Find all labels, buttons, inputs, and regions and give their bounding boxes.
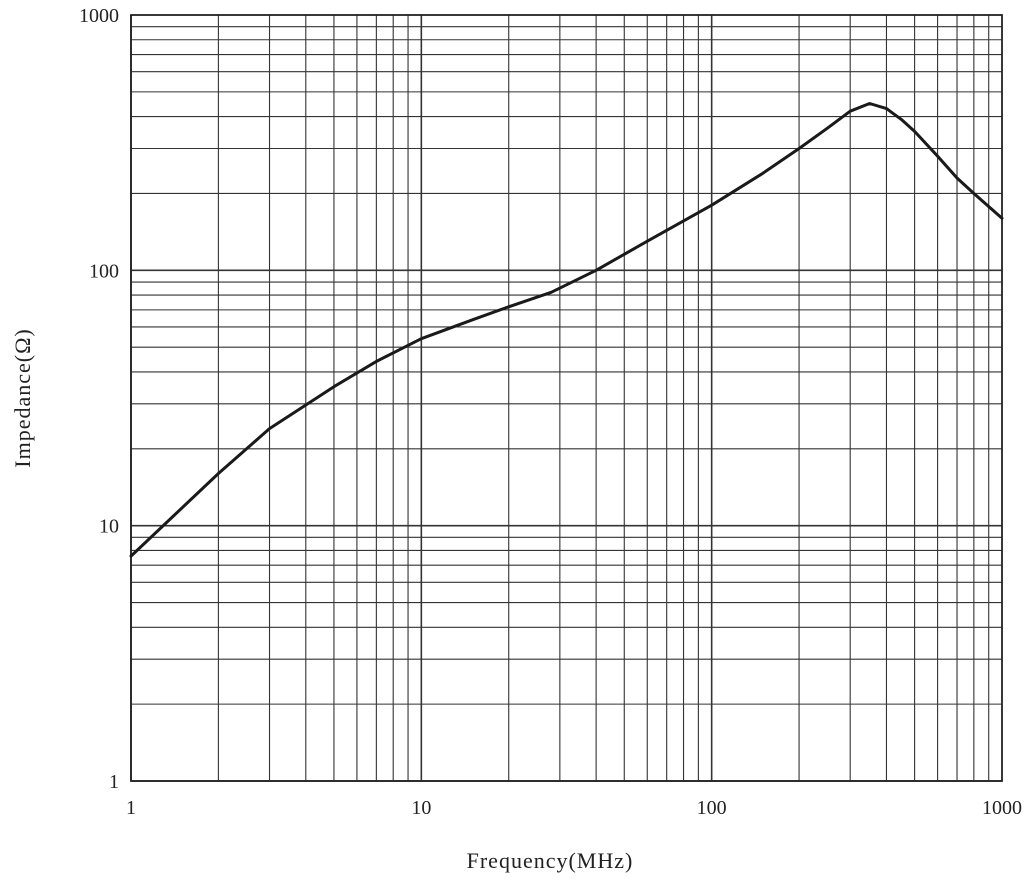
x-tick-label: 10: [411, 797, 431, 819]
y-tick-label: 1: [109, 771, 119, 793]
y-tick-label: 1000: [79, 5, 119, 27]
y-tick-label: 10: [99, 516, 119, 538]
x-axis-title: Frequency(MHz): [467, 848, 634, 873]
impedance-curve: [129, 102, 1004, 558]
series-layer: [129, 102, 1004, 558]
x-tick-label: 1000: [982, 797, 1022, 819]
plot-frame: [130, 14, 1003, 782]
tick-labels: 1 10 100 1000 1 10 100 1000: [79, 5, 1022, 819]
y-tick-label: 100: [89, 260, 119, 282]
x-tick-label: 100: [697, 797, 727, 819]
grid: [130, 14, 1003, 782]
x-tick-label: 1: [126, 797, 136, 819]
y-axis-title: Impedance(Ω): [10, 328, 35, 468]
